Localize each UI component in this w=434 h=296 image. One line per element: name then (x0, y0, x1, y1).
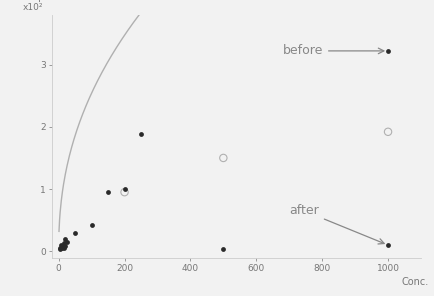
Point (385, 49, 391, 53)
Point (57, 247, 64, 251)
Point (60, 246, 67, 250)
Y-axis label: Resp.
x10²: Resp. x10² (23, 0, 47, 12)
Point (220, 156, 227, 160)
Point (105, 190, 112, 194)
Point (62, 237, 69, 241)
Point (62, 244, 69, 249)
Point (59, 245, 66, 250)
X-axis label: Conc.: Conc. (401, 277, 428, 287)
Point (72, 230, 79, 235)
Point (138, 132, 145, 137)
Point (63, 239, 70, 244)
Text: after: after (289, 204, 384, 244)
Point (385, 243, 391, 247)
Point (88, 223, 95, 228)
Point (59, 244, 66, 249)
Point (57, 246, 64, 250)
Point (220, 247, 227, 251)
Point (121, 190, 128, 194)
Text: before: before (283, 44, 384, 57)
Point (385, 129, 391, 134)
Point (121, 187, 128, 192)
Point (58, 243, 65, 247)
Point (60, 240, 67, 245)
